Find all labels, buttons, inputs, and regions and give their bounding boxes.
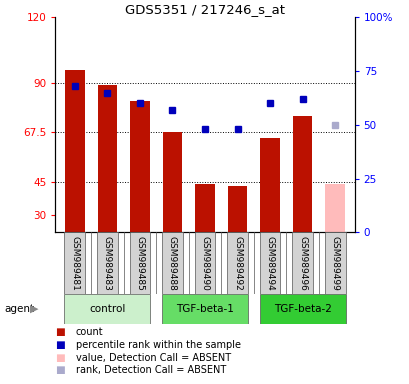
Bar (259, 232, 280, 294)
Bar (227, 232, 247, 294)
Text: control: control (89, 304, 125, 314)
Text: ■: ■ (55, 327, 65, 337)
Bar (292, 116, 312, 232)
Bar (129, 232, 150, 294)
Text: ■: ■ (55, 353, 65, 362)
Text: GSM989494: GSM989494 (265, 236, 274, 290)
Text: TGF-beta-2: TGF-beta-2 (273, 304, 331, 314)
Text: GSM989481: GSM989481 (70, 236, 79, 290)
Bar (97, 85, 117, 232)
Bar (194, 232, 215, 294)
Text: GSM989485: GSM989485 (135, 236, 144, 290)
Bar (162, 132, 182, 232)
Text: count: count (76, 327, 103, 337)
Text: ■: ■ (55, 340, 65, 350)
Bar (260, 138, 279, 232)
Bar (97, 232, 117, 294)
Text: TGF-beta-1: TGF-beta-1 (175, 304, 234, 314)
Bar (64, 294, 150, 324)
Bar (227, 186, 247, 232)
Text: percentile rank within the sample: percentile rank within the sample (76, 340, 240, 350)
Text: ▶: ▶ (29, 304, 38, 314)
Text: GSM989490: GSM989490 (200, 236, 209, 290)
Bar (162, 294, 247, 324)
Bar (259, 294, 345, 324)
Bar (195, 184, 214, 232)
Bar (65, 70, 84, 232)
Text: GSM989499: GSM989499 (330, 236, 339, 290)
Text: ■: ■ (55, 365, 65, 375)
Bar (324, 232, 345, 294)
Text: agent: agent (4, 304, 34, 314)
Bar (292, 232, 312, 294)
Bar (64, 232, 85, 294)
Title: GDS5351 / 217246_s_at: GDS5351 / 217246_s_at (125, 3, 284, 16)
Bar (162, 232, 182, 294)
Text: GSM989492: GSM989492 (232, 236, 241, 290)
Text: GSM989483: GSM989483 (103, 236, 112, 290)
Bar (325, 184, 344, 232)
Text: rank, Detection Call = ABSENT: rank, Detection Call = ABSENT (76, 365, 225, 375)
Text: value, Detection Call = ABSENT: value, Detection Call = ABSENT (76, 353, 230, 362)
Bar (130, 101, 149, 232)
Text: GSM989488: GSM989488 (168, 236, 177, 290)
Text: GSM989496: GSM989496 (297, 236, 306, 290)
